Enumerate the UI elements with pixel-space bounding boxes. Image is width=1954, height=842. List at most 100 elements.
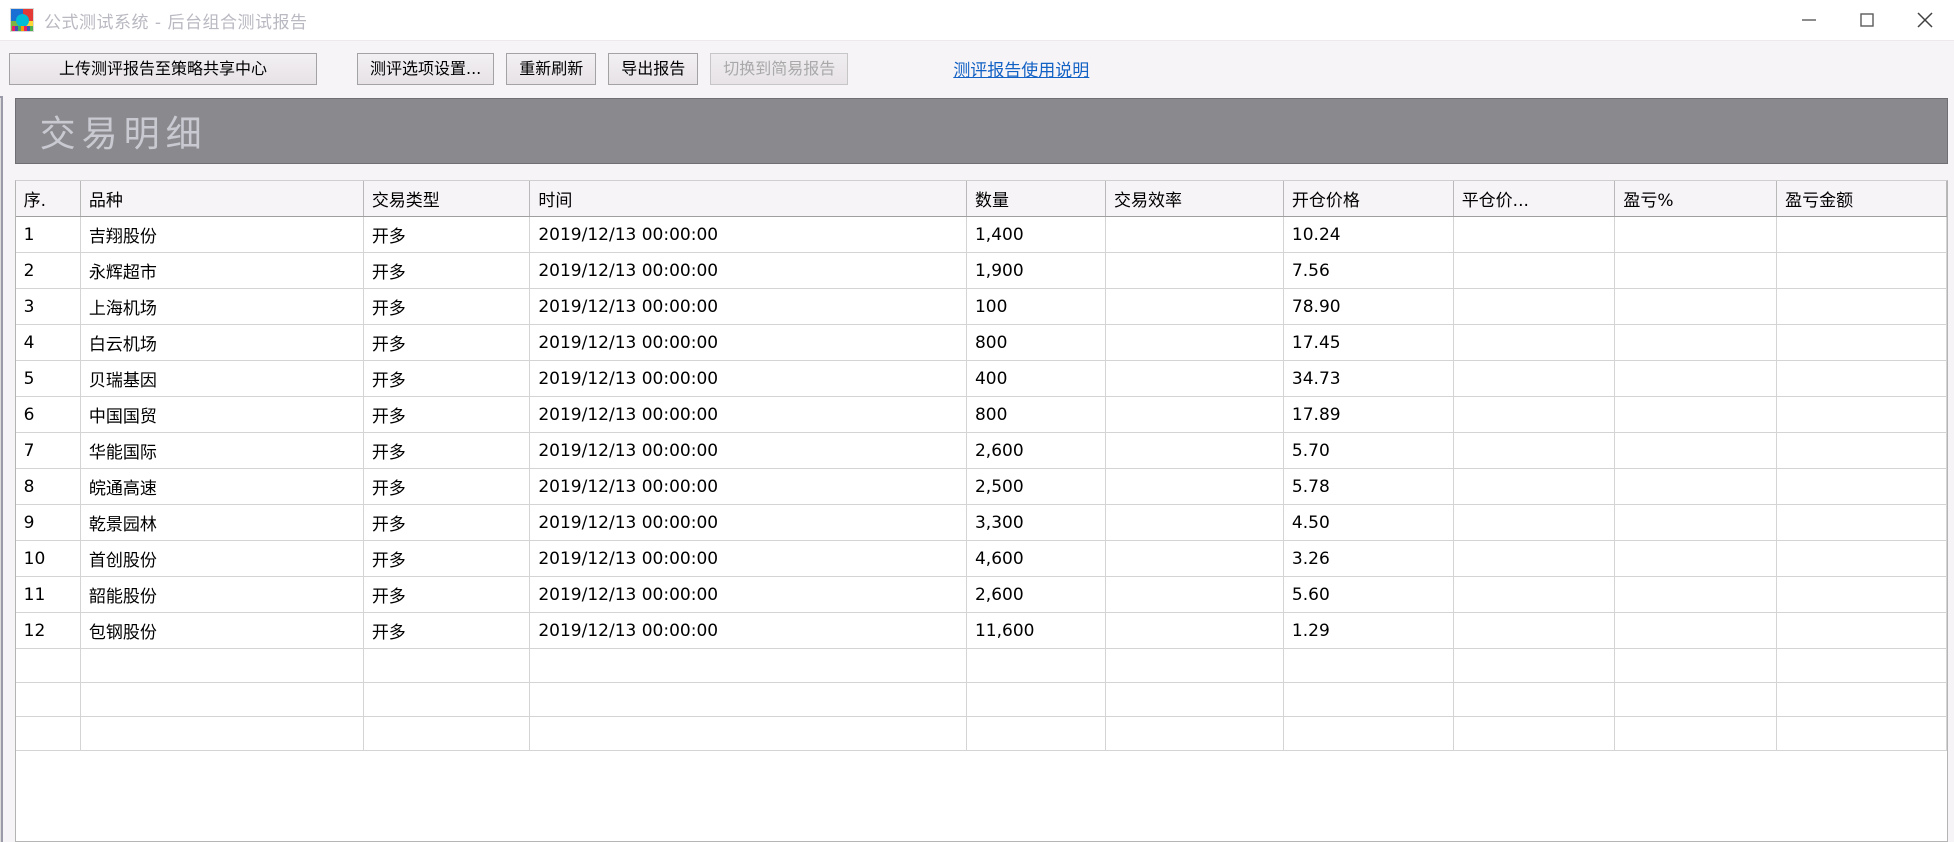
column-header-close-price[interactable]: 平仓价...	[1453, 181, 1616, 217]
cell-pl-percent	[1614, 252, 1778, 289]
cell-trade-type: 开多	[363, 360, 531, 397]
cell-quantity: 100	[966, 288, 1107, 325]
cell-efficiency	[1105, 612, 1284, 649]
cell-symbol: 韶能股份	[80, 576, 364, 613]
cell-symbol: 上海机场	[80, 288, 364, 325]
cell-empty	[363, 648, 531, 683]
table-row-empty[interactable]	[15, 682, 1947, 717]
cell-empty	[80, 648, 364, 683]
cell-open-price: 10.24	[1283, 216, 1454, 253]
cell-efficiency	[1105, 576, 1284, 613]
table-row[interactable]: 8 皖通高速 开多 2019/12/13 00:00:00 2,500 5.78	[15, 468, 1947, 505]
cell-pl-percent	[1614, 576, 1778, 613]
table-header: 序. 品种 交易类型 时间 数量 交易效率 开仓价格 平仓价... 盈亏% 盈亏…	[15, 181, 1947, 217]
maximize-button[interactable]	[1838, 0, 1896, 40]
table-row-empty[interactable]	[15, 716, 1947, 751]
cell-trade-type: 开多	[363, 288, 531, 325]
trade-detail-table: 序. 品种 交易类型 时间 数量 交易效率 开仓价格 平仓价... 盈亏% 盈亏…	[15, 181, 1947, 751]
cell-pl-amount	[1776, 432, 1947, 469]
cell-quantity: 11,600	[966, 612, 1107, 649]
cell-pl-percent	[1614, 396, 1778, 433]
cell-empty	[363, 716, 531, 751]
cell-quantity: 3,300	[966, 504, 1107, 541]
column-header-efficiency[interactable]: 交易效率	[1105, 181, 1284, 217]
report-title: 交易明细	[39, 114, 208, 155]
report-banner: 交易明细	[14, 98, 1948, 164]
cell-empty	[529, 682, 967, 717]
cell-efficiency	[1105, 468, 1284, 505]
column-header-quantity[interactable]: 数量	[966, 181, 1107, 217]
cell-trade-type: 开多	[363, 576, 531, 613]
cell-quantity: 2,600	[966, 432, 1107, 469]
report-help-link[interactable]: 测评报告使用说明	[953, 61, 1090, 81]
table-row[interactable]: 4 白云机场 开多 2019/12/13 00:00:00 800 17.45	[15, 324, 1947, 361]
cell-sequence: 5	[15, 360, 81, 397]
cell-pl-percent	[1614, 468, 1778, 505]
window-title: 公式测试系统 - 后台组合测试报告	[44, 12, 308, 33]
column-header-open-price[interactable]: 开仓价格	[1283, 181, 1454, 217]
cell-efficiency	[1105, 396, 1284, 433]
cell-trade-type: 开多	[363, 324, 531, 361]
table-row-empty[interactable]	[15, 648, 1947, 683]
upload-report-button[interactable]: 上传测评报告至策略共享中心	[9, 52, 317, 85]
refresh-button[interactable]: 重新刷新	[506, 52, 597, 85]
table-row[interactable]: 10 首创股份 开多 2019/12/13 00:00:00 4,600 3.26	[15, 540, 1947, 577]
window-title-bar: 公式测试系统 - 后台组合测试报告	[0, 0, 1954, 40]
cell-close-price	[1453, 540, 1616, 577]
cell-symbol: 包钢股份	[80, 612, 364, 649]
cell-symbol: 白云机场	[80, 324, 364, 361]
evaluation-options-button[interactable]: 测评选项设置...	[357, 52, 495, 85]
table-row[interactable]: 6 中国国贸 开多 2019/12/13 00:00:00 800 17.89	[15, 396, 1947, 433]
cell-pl-amount	[1776, 468, 1947, 505]
cell-symbol: 中国国贸	[80, 396, 364, 433]
table-row[interactable]: 11 韶能股份 开多 2019/12/13 00:00:00 2,600 5.60	[15, 576, 1947, 613]
cell-empty	[80, 682, 364, 717]
column-header-trade-type[interactable]: 交易类型	[363, 181, 531, 217]
cell-empty	[966, 682, 1107, 717]
cell-empty	[15, 648, 81, 683]
cell-time: 2019/12/13 00:00:00	[529, 612, 967, 649]
column-header-symbol[interactable]: 品种	[80, 181, 364, 217]
sidebar-scrollbar[interactable]: ▲	[0, 98, 3, 842]
cell-empty	[1283, 716, 1454, 751]
cell-sequence: 8	[15, 468, 81, 505]
cell-sequence: 11	[15, 576, 81, 613]
table-body: 1 吉翔股份 开多 2019/12/13 00:00:00 1,400 10.24 2 永辉超…	[15, 216, 1947, 751]
cell-empty	[1776, 682, 1947, 717]
cell-trade-type: 开多	[363, 432, 531, 469]
cell-efficiency	[1105, 252, 1284, 289]
table-row[interactable]: 3 上海机场 开多 2019/12/13 00:00:00 100 78.90	[15, 288, 1947, 325]
cell-empty	[1614, 682, 1778, 717]
cell-close-price	[1453, 324, 1616, 361]
cell-efficiency	[1105, 324, 1284, 361]
toolbar: 上传测评报告至策略共享中心 测评选项设置... 重新刷新 导出报告 切换到简易报…	[0, 40, 1954, 96]
minimize-button[interactable]	[1780, 0, 1838, 40]
column-header-sequence[interactable]: 序.	[15, 181, 81, 217]
cell-pl-percent	[1614, 360, 1778, 397]
export-report-button[interactable]: 导出报告	[608, 52, 699, 85]
table-row[interactable]: 9 乾景园林 开多 2019/12/13 00:00:00 3,300 4.50	[15, 504, 1947, 541]
cell-time: 2019/12/13 00:00:00	[529, 288, 967, 325]
scroll-up-arrow-icon[interactable]: ▲	[1, 98, 3, 122]
table-row[interactable]: 7 华能国际 开多 2019/12/13 00:00:00 2,600 5.70	[15, 432, 1947, 469]
cell-pl-amount	[1776, 540, 1947, 577]
cell-efficiency	[1105, 216, 1284, 253]
column-header-time[interactable]: 时间	[529, 181, 967, 217]
cell-empty	[1614, 648, 1778, 683]
cell-empty	[1453, 716, 1616, 751]
cell-quantity: 2,600	[966, 576, 1107, 613]
cell-efficiency	[1105, 432, 1284, 469]
table-row[interactable]: 2 永辉超市 开多 2019/12/13 00:00:00 1,900 7.56	[15, 252, 1947, 289]
table-row[interactable]: 1 吉翔股份 开多 2019/12/13 00:00:00 1,400 10.24	[15, 216, 1947, 253]
cell-time: 2019/12/13 00:00:00	[529, 504, 967, 541]
table-row[interactable]: 12 包钢股份 开多 2019/12/13 00:00:00 11,600 1.29	[15, 612, 1947, 649]
column-header-pl-amount[interactable]: 盈亏金额	[1776, 181, 1947, 217]
cell-sequence: 6	[15, 396, 81, 433]
close-button[interactable]	[1896, 0, 1954, 40]
cell-open-price: 78.90	[1283, 288, 1454, 325]
cell-time: 2019/12/13 00:00:00	[529, 360, 967, 397]
table-row[interactable]: 5 贝瑞基因 开多 2019/12/13 00:00:00 400 34.73	[15, 360, 1947, 397]
cell-pl-percent	[1614, 432, 1778, 469]
column-header-pl-percent[interactable]: 盈亏%	[1614, 181, 1778, 217]
cell-pl-amount	[1776, 288, 1947, 325]
